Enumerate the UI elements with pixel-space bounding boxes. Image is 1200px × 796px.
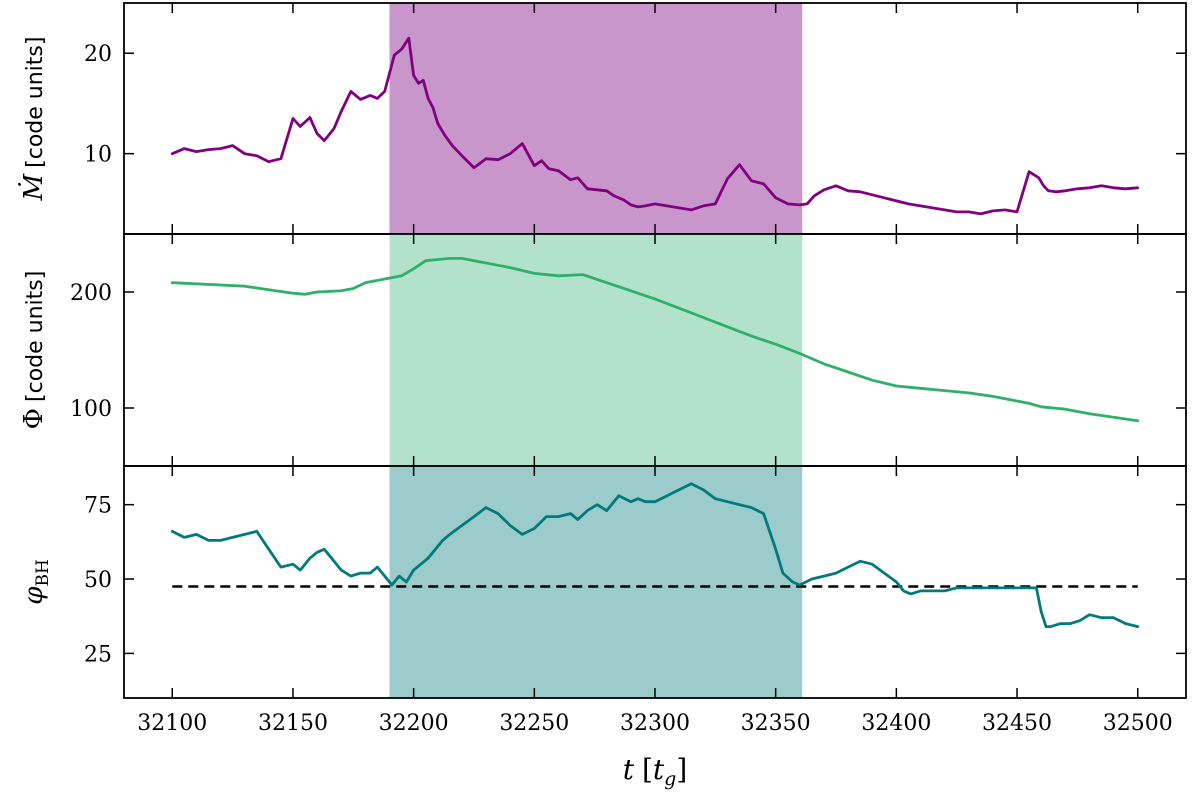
x-label-bracket-close: ] (676, 753, 687, 786)
x-tick-label: 32500 (1103, 711, 1173, 736)
panel-mdot: 10 20 Ṁ [code units] (18, 2, 1187, 235)
y-tick-label-mdot: 10 (84, 143, 112, 168)
y-tick-label-phi: 200 (70, 281, 112, 306)
x-tick-label: 32150 (258, 711, 328, 736)
x-tick-label: 32400 (861, 711, 931, 736)
panel-phibh: 25 50 75 φBH (19, 465, 1187, 699)
x-axis-label: t [tg] (623, 753, 688, 790)
x-label-unit: t (653, 753, 665, 786)
series-line-phi (170, 257, 1140, 423)
x-tick-label: 32350 (741, 711, 811, 736)
x-label-var: t (623, 753, 635, 786)
y-tick-label-phibh: 25 (84, 642, 112, 667)
x-tick-label: 32250 (499, 711, 569, 736)
x-label-bracket-open: [ (642, 753, 653, 786)
series-line-mdot (170, 36, 1140, 216)
y-label-symbol: φ (19, 586, 49, 605)
y-axis-label-mdot: Ṁ [code units] (18, 37, 49, 202)
y-label-unit: [code units] (23, 271, 48, 402)
panel-phi: 100 200 Φ [code units] (19, 233, 1187, 467)
y-tick-label-phibh: 75 (84, 494, 112, 519)
y-tick-label-mdot: 20 (84, 42, 112, 67)
y-label-unit: [code units] (23, 37, 48, 168)
shaded-interval-phi (389, 234, 803, 466)
y-label-subscript: BH (33, 559, 53, 586)
y-axis-label-phi: Φ [code units] (19, 271, 49, 430)
y-tick-label-phi: 100 (70, 397, 112, 422)
y-label-symbol: Ṁ (18, 172, 49, 201)
y-axis-label-phibh: φBH (19, 559, 53, 605)
x-tick-label: 32450 (982, 711, 1052, 736)
shaded-interval-mdot (389, 3, 803, 234)
x-tick-label: 32100 (137, 711, 207, 736)
x-label-unit-subscript: g (664, 768, 676, 790)
shaded-interval-phibh (389, 466, 803, 698)
x-tick-label: 32300 (620, 711, 690, 736)
y-label-symbol: Φ (19, 408, 49, 429)
series-line-phibh (170, 482, 1140, 628)
y-tick-label-phibh: 50 (84, 568, 112, 593)
x-tick-label: 32200 (379, 711, 449, 736)
